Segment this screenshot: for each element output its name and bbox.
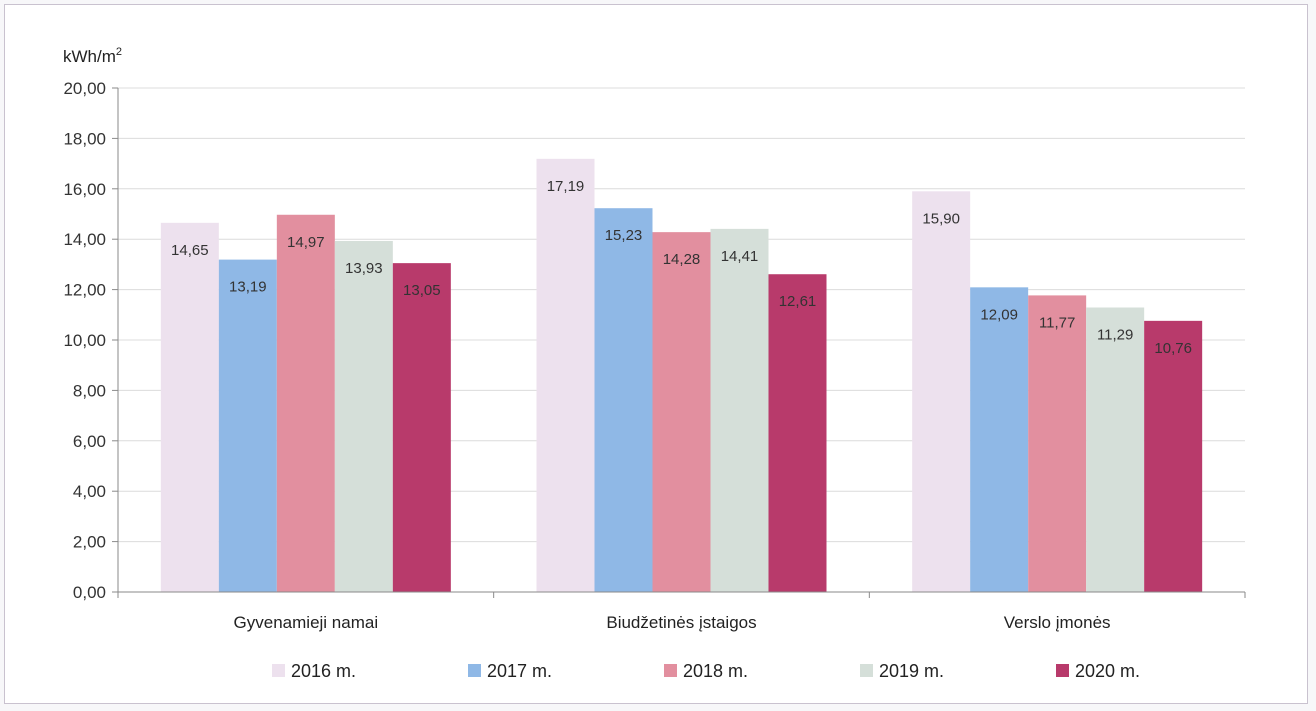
legend: 2016 m. 2017 m. 2018 m. 2019 m. 2020 m. bbox=[272, 661, 1140, 681]
y-unit-label: kWh/m2 bbox=[63, 46, 122, 66]
y-tick-label: 12,00 bbox=[63, 281, 106, 300]
bar bbox=[653, 232, 711, 592]
bar bbox=[769, 274, 827, 592]
y-tick-label: 0,00 bbox=[73, 583, 106, 602]
data-label: 13,19 bbox=[229, 279, 267, 296]
legend-swatch bbox=[664, 664, 677, 677]
bar bbox=[711, 229, 769, 592]
data-label: 14,41 bbox=[721, 248, 759, 265]
data-label: 10,76 bbox=[1154, 340, 1192, 357]
data-label: 15,23 bbox=[605, 227, 643, 244]
data-label: 12,61 bbox=[779, 293, 817, 310]
data-label: 14,97 bbox=[287, 234, 325, 251]
data-label: 11,29 bbox=[1097, 326, 1133, 343]
y-tick-label: 18,00 bbox=[63, 129, 106, 148]
legend-swatch bbox=[860, 664, 873, 677]
y-tick-label: 6,00 bbox=[73, 432, 106, 451]
y-tick-label: 20,00 bbox=[63, 79, 106, 98]
data-label: 12,09 bbox=[980, 306, 1018, 323]
data-label: 11,77 bbox=[1039, 314, 1075, 331]
bar bbox=[1086, 307, 1144, 592]
legend-label: 2017 m. bbox=[487, 661, 552, 681]
x-axis: Gyvenamieji namai Biudžetinės įstaigos Ver… bbox=[118, 592, 1245, 632]
data-label: 15,90 bbox=[922, 210, 960, 227]
data-label: 14,65 bbox=[171, 242, 209, 259]
legend-label: 2019 m. bbox=[879, 661, 944, 681]
bar bbox=[161, 223, 219, 592]
bar bbox=[912, 191, 970, 592]
data-label: 14,28 bbox=[663, 251, 701, 268]
legend-label: 2016 m. bbox=[291, 661, 356, 681]
y-tick-label: 8,00 bbox=[73, 381, 106, 400]
data-label: 17,19 bbox=[547, 178, 585, 195]
x-category-label: Verslo įmonės bbox=[1004, 613, 1111, 632]
data-label: 13,05 bbox=[403, 282, 441, 299]
x-category-label: Biudžetinės įstaigos bbox=[606, 613, 756, 632]
bar bbox=[277, 215, 335, 592]
legend-label: 2020 m. bbox=[1075, 661, 1140, 681]
bars: 14,65 13,19 14,97 13,93 13,05 17,19 15,23 14,28… bbox=[161, 159, 1202, 592]
y-tick-label: 10,00 bbox=[63, 331, 106, 350]
y-axis: 0,00 2,00 4,00 6,00 8,00 10,00 12,00 14,00 16,00… bbox=[63, 79, 118, 602]
bar bbox=[970, 287, 1028, 592]
y-tick-label: 2,00 bbox=[73, 533, 106, 552]
bar bbox=[393, 263, 451, 592]
bar bbox=[537, 159, 595, 592]
data-label: 13,93 bbox=[345, 260, 383, 277]
bar bbox=[1028, 295, 1086, 592]
bar bbox=[1144, 321, 1202, 592]
x-category-label: Gyvenamieji namai bbox=[234, 613, 379, 632]
legend-swatch bbox=[272, 664, 285, 677]
legend-swatch bbox=[468, 664, 481, 677]
bar bbox=[335, 241, 393, 592]
y-tick-label: 4,00 bbox=[73, 482, 106, 501]
bar bbox=[595, 208, 653, 592]
y-tick-label: 16,00 bbox=[63, 180, 106, 199]
legend-label: 2018 m. bbox=[683, 661, 748, 681]
legend-swatch bbox=[1056, 664, 1069, 677]
bar bbox=[219, 260, 277, 592]
y-tick-label: 14,00 bbox=[63, 230, 106, 249]
